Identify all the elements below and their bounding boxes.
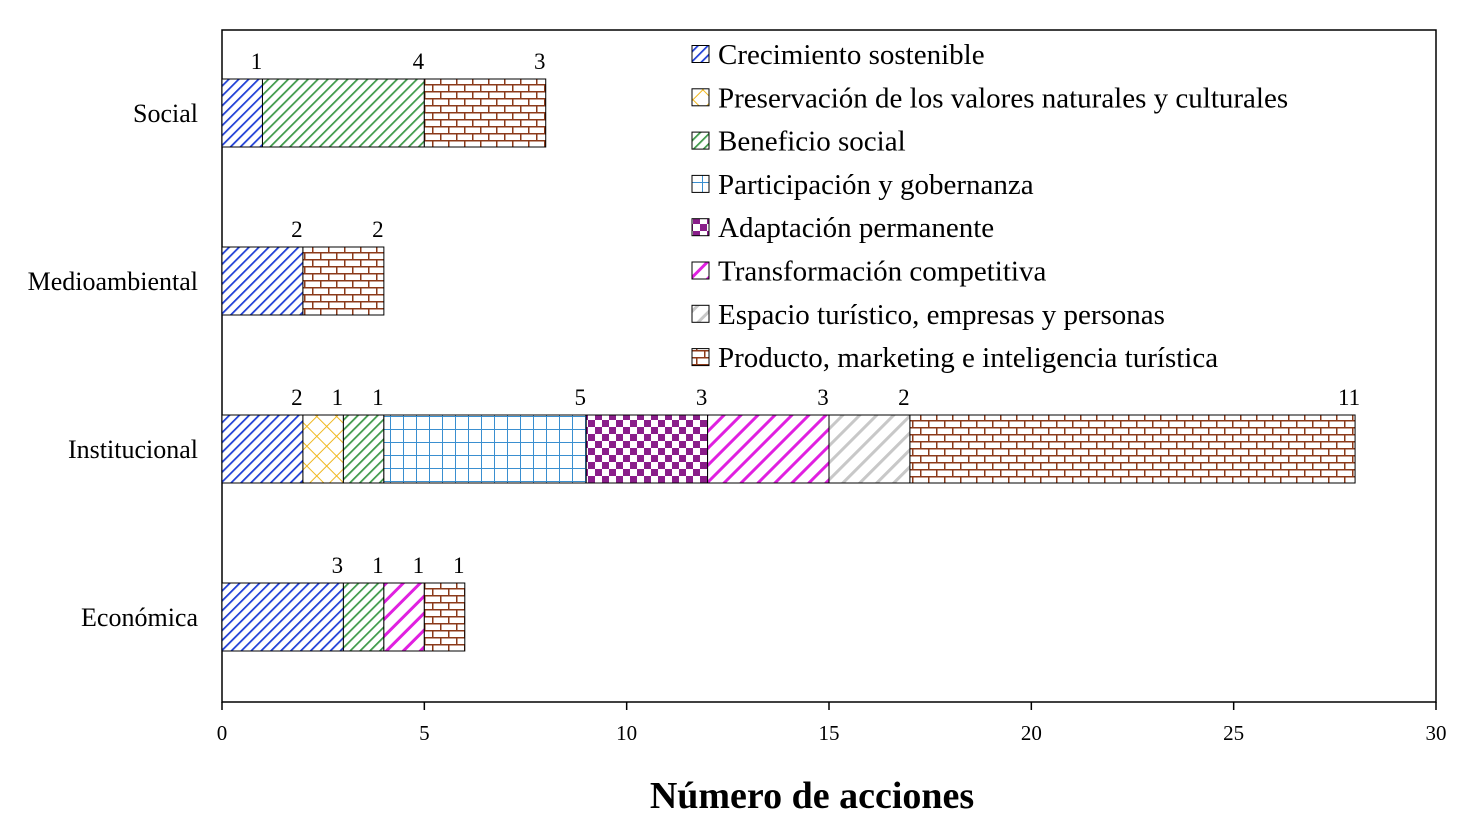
category-label: Medioambiental xyxy=(28,267,198,296)
chart-legend: Crecimiento sostenible Preservación de lo… xyxy=(691,39,1288,374)
bar-segment xyxy=(302,246,385,316)
bar-segment xyxy=(342,414,385,484)
bar-segment xyxy=(585,414,709,484)
legend-label: Beneficio social xyxy=(718,126,906,158)
data-label: 1 xyxy=(251,49,263,74)
legend-swatch xyxy=(691,131,710,150)
data-label: 3 xyxy=(332,553,344,578)
bar-segment xyxy=(423,78,547,148)
data-label: 3 xyxy=(696,385,708,410)
legend-label: Producto, marketing e inteligencia turís… xyxy=(718,342,1218,374)
chart-bars xyxy=(221,78,1356,652)
data-label: 3 xyxy=(817,385,829,410)
data-label: 2 xyxy=(291,385,303,410)
bar-segment xyxy=(221,582,344,652)
data-label: 4 xyxy=(413,49,425,74)
chart-axes: 0 5 10 15 20 25 30SocialMedioambientalInstituc… xyxy=(28,29,1447,745)
legend-label: Adaptación permanente xyxy=(718,212,994,244)
bar-segment xyxy=(302,414,344,484)
chart-data-labels: 1 4 32 22 1 1 5 3 3 2 113 1 1 1 xyxy=(251,49,1360,578)
data-label: 1 xyxy=(372,553,384,578)
data-label: 1 xyxy=(453,553,465,578)
bar-segment xyxy=(221,78,263,148)
x-tick-label: 20 xyxy=(1021,721,1042,745)
legend-label: Crecimiento sostenible xyxy=(718,39,985,71)
data-label: 5 xyxy=(574,385,586,410)
x-tick-label: 30 xyxy=(1426,721,1447,745)
bar-segment xyxy=(909,414,1356,484)
bar-segment xyxy=(383,414,587,484)
data-label: 2 xyxy=(898,385,910,410)
legend-swatch xyxy=(691,304,710,323)
data-label: 1 xyxy=(413,553,425,578)
x-tick-label: 15 xyxy=(819,721,840,745)
data-label: 3 xyxy=(534,49,546,74)
legend-swatch xyxy=(691,261,710,280)
category-label: Económica xyxy=(81,603,198,632)
data-label: 11 xyxy=(1338,385,1360,410)
bar-segment xyxy=(423,582,466,652)
legend-swatch xyxy=(691,88,710,107)
category-label: Social xyxy=(133,99,198,128)
bar-segment xyxy=(383,582,425,652)
x-axis-title: Número de acciones xyxy=(650,775,974,817)
data-label: 2 xyxy=(372,217,384,242)
legend-label: Transformación competitiva xyxy=(718,256,1046,288)
legend-label: Participación y gobernanza xyxy=(718,169,1034,201)
x-tick-label: 0 xyxy=(217,721,228,745)
bar-segment xyxy=(828,414,911,484)
legend-label: Preservación de los valores naturales y … xyxy=(718,82,1288,114)
category-label: Institucional xyxy=(68,435,198,464)
legend-swatch xyxy=(691,348,710,367)
legend-swatch xyxy=(691,45,710,63)
x-tick-label: 5 xyxy=(419,721,430,745)
bar-segment xyxy=(221,246,304,316)
x-tick-label: 25 xyxy=(1223,721,1244,745)
bar-segment xyxy=(261,78,425,148)
legend-swatch xyxy=(691,218,710,237)
bar-segment xyxy=(707,414,830,484)
data-label: 1 xyxy=(372,385,384,410)
bar-segment xyxy=(342,582,385,652)
legend-swatch xyxy=(691,174,710,193)
data-label: 1 xyxy=(332,385,344,410)
legend-label: Espacio turístico, empresas y personas xyxy=(718,299,1165,331)
data-label: 2 xyxy=(291,217,303,242)
x-tick-label: 10 xyxy=(616,721,637,745)
bar-segment xyxy=(221,414,304,484)
